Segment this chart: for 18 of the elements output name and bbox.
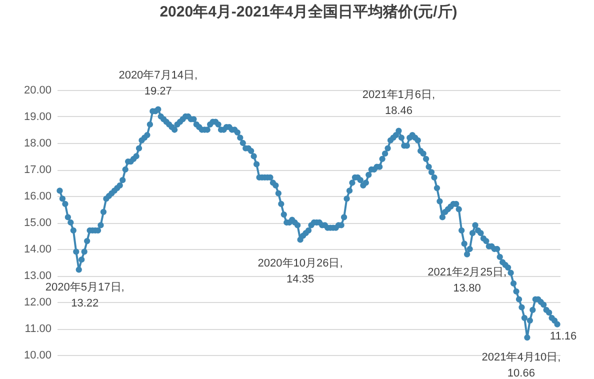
- annotation: 2020年7月14日, 19.27: [118, 69, 198, 98]
- y-tick-label: 20.00: [24, 84, 52, 96]
- annotation: 11.16: [550, 330, 577, 342]
- y-tick-label: 17.00: [24, 164, 52, 176]
- y-tick-label: 10.00: [24, 350, 52, 362]
- annotation: 2020年10月26日, 14.35: [258, 258, 343, 286]
- annotation: 2021年2月25日, 13.80: [428, 266, 506, 294]
- chart-title: 2020年4月-2021年4月全国日平均猪价(元/斤): [160, 3, 458, 20]
- y-tick-label: 13.00: [24, 270, 52, 282]
- y-tick-label: 15.00: [24, 217, 52, 229]
- y-tick-label: 16.00: [24, 190, 52, 202]
- y-tick-label: 11.00: [24, 323, 52, 335]
- y-tick-label: 14.00: [24, 244, 52, 256]
- y-tick-label: 12.00: [24, 296, 52, 308]
- annotation: 2021年4月10日, 10.66: [482, 352, 561, 379]
- annotation: 2021年1月6日, 18.46: [362, 88, 436, 117]
- y-tick-label: 19.00: [24, 111, 52, 123]
- y-tick-label: 18.00: [24, 138, 52, 150]
